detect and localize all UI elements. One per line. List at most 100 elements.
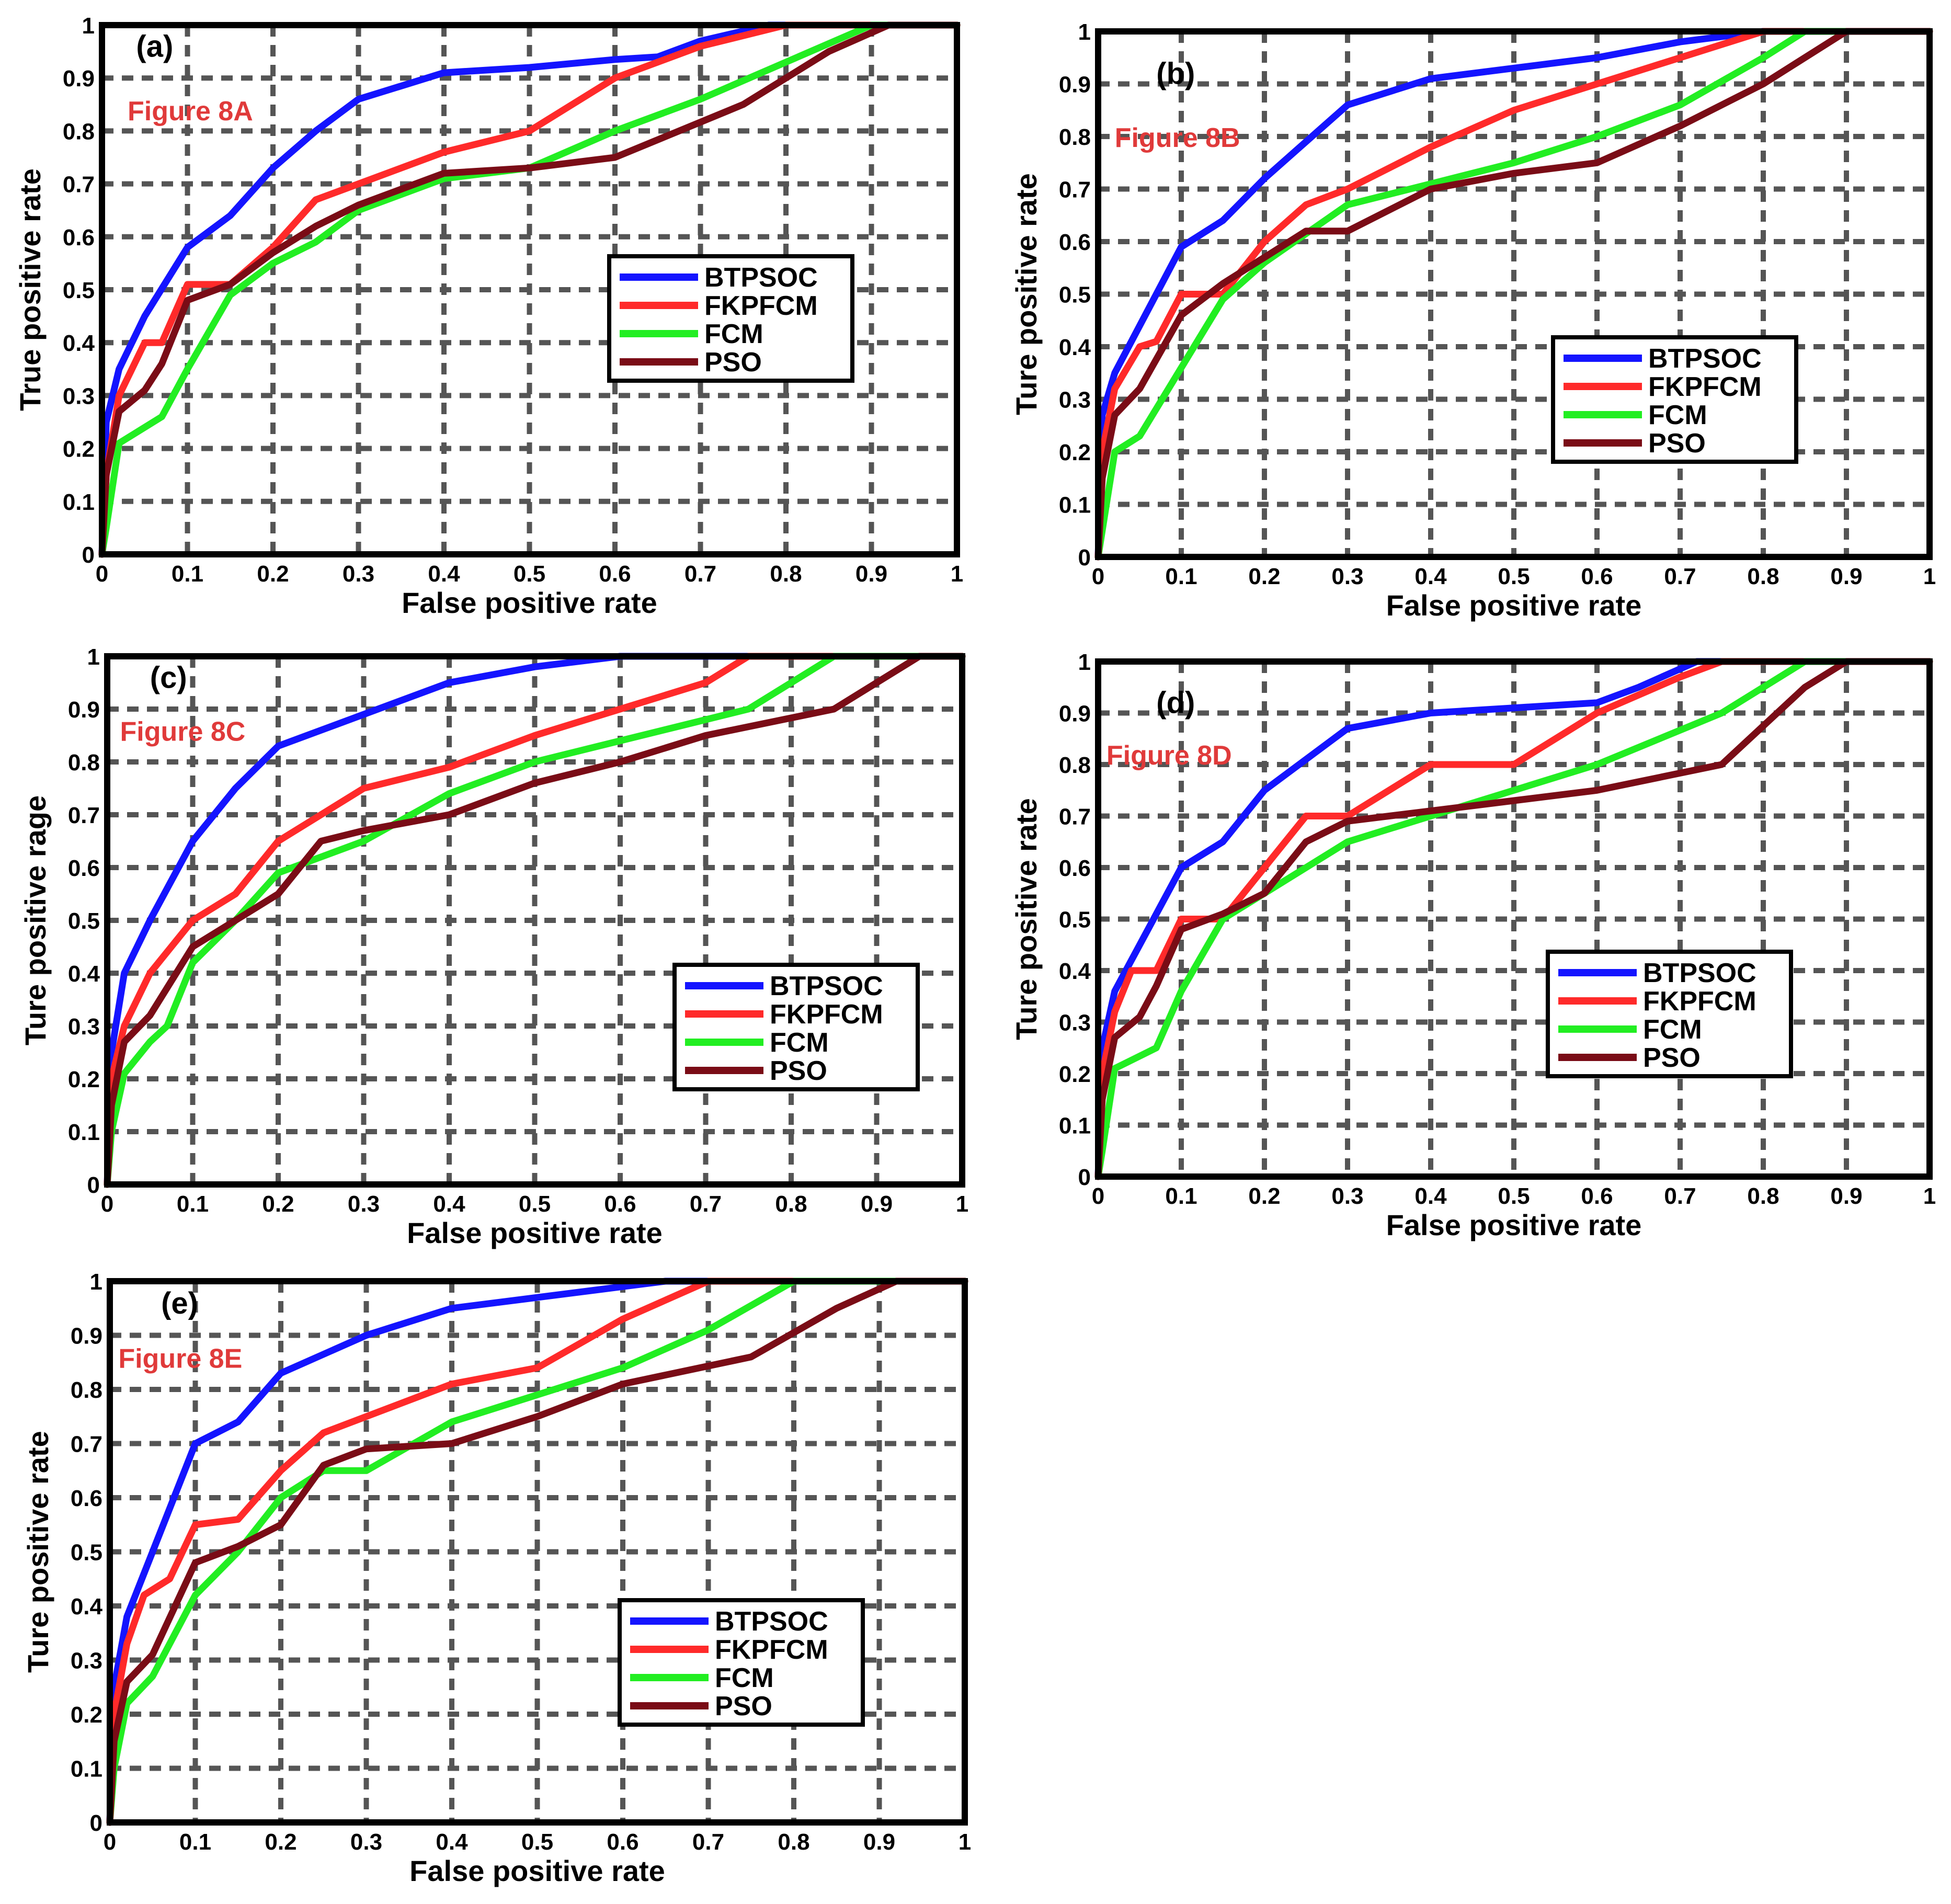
y-axis-label: Ture positive rate: [1010, 173, 1043, 415]
x-tick-label: 1: [1923, 1183, 1936, 1209]
plot-frame: [1095, 658, 1933, 1180]
x-tick-label: 0.2: [262, 1191, 294, 1217]
y-tick-label: 0.7: [71, 1432, 102, 1457]
panel-letter: (c): [150, 661, 187, 695]
y-tick-label: 0.2: [71, 1702, 102, 1728]
x-tick-label: 0.2: [1248, 564, 1280, 589]
x-tick-label: 0.5: [514, 561, 545, 587]
panel-letter: (a): [136, 30, 173, 64]
y-tick-label: 0: [1078, 1165, 1091, 1190]
series-line-fcm: [98, 21, 961, 558]
legend-label-fcm: FCM: [1643, 1014, 1702, 1045]
legend-label-btpsoc: BTPSOC: [715, 1606, 828, 1637]
legend-label-btpsoc: BTPSOC: [1648, 344, 1762, 374]
series-line-pso: [104, 653, 966, 1188]
series-line-fkpfcm: [1094, 658, 1933, 1180]
x-tick-label: 0.8: [770, 561, 802, 587]
y-tick-label: 0: [82, 542, 95, 568]
panel-letter: (b): [1156, 57, 1195, 91]
x-tick-label: 0.7: [1664, 564, 1696, 589]
chart-panel-d: 0 0.1 0.2 0.3 0.4 0.5 0.6 0.7 0.8 0.9 1 0 0.1 0.2 0.3 0…: [1010, 649, 1936, 1241]
plot-frame: [1095, 28, 1933, 560]
y-tick-label: 0.8: [1059, 753, 1091, 778]
x-tick-label: 0.1: [1165, 1183, 1197, 1209]
series-line-fkpfcm: [98, 21, 961, 558]
plot-frame: [104, 653, 965, 1188]
y-tick-label: 1: [1078, 649, 1091, 675]
series-line-fcm: [1094, 658, 1933, 1180]
y-tick-label: 0.4: [1059, 335, 1091, 360]
legend-label-fkpfcm: FKPFCM: [1643, 986, 1756, 1017]
y-tick-label: 0.2: [1059, 1062, 1091, 1087]
y-tick-label: 0.2: [63, 437, 95, 462]
x-tick-label: 0.7: [1664, 1183, 1696, 1209]
x-axis-label: False positive rate: [409, 1854, 665, 1887]
x-axis-label: False positive rate: [402, 586, 657, 619]
x-tick-label: 0.2: [1248, 1183, 1280, 1209]
y-tick-label: 1: [87, 644, 100, 670]
legend-label-pso: PSO: [715, 1691, 772, 1721]
x-tick-label: 1: [1923, 564, 1936, 589]
y-tick-label: 0.9: [1059, 701, 1091, 727]
y-tick-label: 0.8: [68, 750, 100, 776]
y-tick-label: 0.8: [1059, 124, 1091, 150]
series-line-fcm: [1094, 28, 1933, 561]
x-tick-label: 0.9: [1830, 1183, 1862, 1209]
y-axis-label: Ture positive rage: [19, 795, 52, 1045]
y-tick-label: 1: [82, 13, 95, 39]
y-tick-label: 0.5: [63, 278, 95, 303]
series-line-btpsoc: [1094, 28, 1933, 561]
series-line-pso: [106, 1278, 968, 1826]
x-tick-label: 0.3: [1331, 564, 1363, 589]
x-tick-label: 0: [1092, 564, 1104, 589]
x-tick-label: 0.1: [172, 561, 203, 587]
y-tick-label: 0.5: [68, 908, 100, 934]
y-axis-label: Ture positive rate: [1010, 798, 1043, 1040]
x-tick-label: 0.3: [343, 561, 374, 587]
y-axis-label: Ture positive rate: [21, 1431, 54, 1673]
y-tick-label: 0.1: [71, 1757, 102, 1782]
x-tick-label: 0.2: [265, 1829, 296, 1855]
x-tick-label: 0.8: [778, 1829, 809, 1855]
x-tick-label: 0.3: [350, 1829, 382, 1855]
y-tick-label: 0.3: [71, 1648, 102, 1674]
y-tick-label: 0.9: [68, 697, 100, 723]
y-tick-label: 0.5: [1059, 282, 1091, 308]
y-tick-label: 0.2: [68, 1067, 100, 1092]
y-tick-label: 0.4: [63, 330, 95, 356]
legend-label-pso: PSO: [704, 347, 762, 378]
y-tick-label: 0.4: [68, 961, 100, 987]
legend-label-pso: PSO: [770, 1056, 827, 1086]
x-tick-label: 0.8: [1747, 564, 1779, 589]
series-line-btpsoc: [98, 21, 961, 558]
x-tick-label: 0.4: [428, 561, 460, 587]
y-tick-label: 0.6: [1059, 856, 1091, 881]
y-tick-label: 0.7: [68, 803, 100, 828]
series-line-btpsoc: [106, 1278, 968, 1826]
y-tick-label: 0.7: [1059, 804, 1091, 830]
chart-panel-e: 0 0.1 0.2 0.3 0.4 0.5 0.6 0.7 0.8 0.9 1 0 0.1 0.2 0.3 0…: [21, 1269, 971, 1887]
y-tick-label: 0.1: [1059, 1113, 1091, 1139]
figure-label: Figure 8D: [1106, 740, 1232, 771]
y-tick-label: 0: [1078, 545, 1091, 571]
legend-label-pso: PSO: [1643, 1043, 1701, 1073]
x-tick-label: 0: [1092, 1183, 1104, 1209]
figure-label: Figure 8C: [120, 717, 246, 747]
x-tick-label: 0.6: [599, 561, 631, 587]
y-tick-label: 0.5: [1059, 907, 1091, 933]
y-tick-label: 0.6: [1059, 230, 1091, 255]
panel-letter: (e): [161, 1286, 198, 1320]
x-tick-label: 0.4: [433, 1191, 465, 1217]
y-tick-label: 0.2: [1059, 440, 1091, 465]
x-axis-label: False positive rate: [1386, 1208, 1642, 1241]
legend-label-fkpfcm: FKPFCM: [704, 291, 818, 321]
x-tick-label: 0.4: [436, 1829, 468, 1855]
legend-label-fcm: FCM: [715, 1663, 774, 1693]
series-line-fkpfcm: [104, 653, 966, 1188]
y-tick-label: 0.7: [1059, 177, 1091, 203]
legend-label-fkpfcm: FKPFCM: [1648, 372, 1762, 402]
x-tick-label: 0.3: [1331, 1183, 1363, 1209]
